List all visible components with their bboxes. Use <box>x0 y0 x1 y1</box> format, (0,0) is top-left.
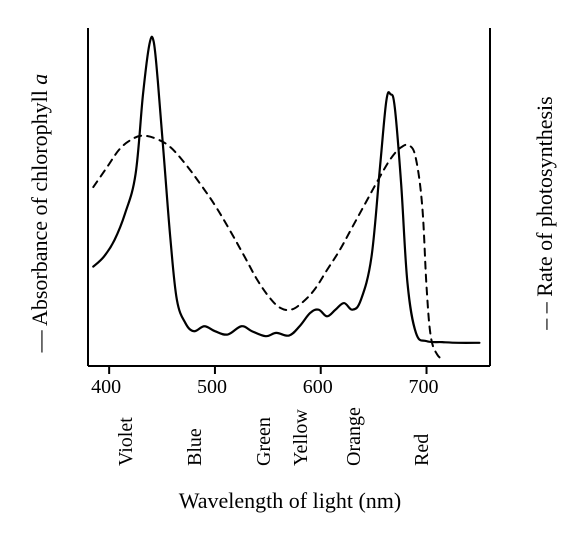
color-band-yellow: Yellow <box>290 409 313 466</box>
y-axis-right-label: – – Rate of photosynthesis <box>532 83 558 343</box>
color-band-violet: Violet <box>115 417 138 466</box>
y-axis-left-label: — Absorbance of chlorophyll a <box>27 63 53 363</box>
legend-dashed-marker: – – <box>532 297 557 330</box>
x-tick-label: 500 <box>197 376 227 399</box>
color-band-red: Red <box>411 434 434 466</box>
x-tick-label: 600 <box>303 376 333 399</box>
x-tick-label: 400 <box>91 376 121 399</box>
color-band-orange: Orange <box>343 407 366 466</box>
y-left-text: Absorbance of chlorophyll <box>27 85 52 326</box>
y-right-text: Rate of photosynthesis <box>532 96 557 296</box>
x-axis-label: Wavelength of light (nm) <box>0 488 580 514</box>
color-band-blue: Blue <box>184 428 207 466</box>
color-band-green: Green <box>253 417 276 466</box>
y-left-suffix: a <box>27 74 52 85</box>
x-tick-label: 700 <box>409 376 439 399</box>
series-rate_photosynthesis <box>93 136 443 360</box>
legend-solid-marker: — <box>27 326 52 352</box>
chart-container: — Absorbance of chlorophyll a – – Rate o… <box>0 0 580 542</box>
